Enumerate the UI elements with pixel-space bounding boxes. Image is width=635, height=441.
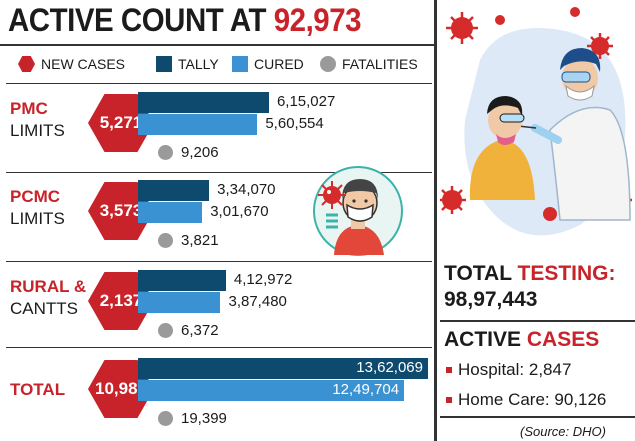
row-label-line2: LIMITS [10,121,65,140]
source-divider [440,416,635,418]
bullet-icon [446,367,452,373]
value-label-cured: 3,01,670 [210,203,269,220]
fatalities-value: 9,206 [181,144,219,161]
fatalities-item: 6,372 [158,322,219,339]
row-divider [6,347,432,348]
row-divider [6,172,432,173]
swab-test-illustration-icon [440,0,635,258]
fatalities-item: 3,821 [158,232,219,249]
row-label-line1: PCMC [10,187,61,206]
active-cases-title: ACTIVE CASES [444,328,600,351]
circle-icon [158,145,173,160]
active-cases-home-care: Home Care: 90,126 [446,390,606,410]
value-label-tally: 6,15,027 [276,93,336,110]
side-divider [440,320,635,322]
row-label-line2: LIMITS [10,209,65,228]
bar-cured [138,202,203,223]
value-label-cured: 12,49,704 [332,381,400,398]
fatalities-value: 3,821 [181,232,219,249]
testing-title: TOTAL TESTING: [444,262,616,285]
legend-item-cured: CURED [232,56,304,72]
legend-item-fatalities: FATALITIES [320,56,418,72]
column-divider [434,0,437,441]
bar-tally [138,180,210,201]
active-cases-hospital: Hospital: 2,847 [446,360,571,380]
bar-tally [138,358,428,379]
row-label-line2: CANTTS [10,299,78,318]
circle-icon [158,411,173,426]
row-divider [6,261,432,262]
testing-value: 98,97,443 [444,288,538,311]
fatalities-value: 19,399 [181,410,227,427]
title-divider [0,44,436,46]
fatalities-item: 19,399 [158,410,227,427]
bar-tally [138,270,226,291]
row-label: RURAL & CANTTS [10,276,86,320]
bullet-icon [446,397,452,403]
bar-cured [138,292,221,313]
square-icon [232,56,248,72]
value-label-tally: 3,34,070 [217,181,276,198]
row-label-line1: PMC [10,99,48,118]
legend-divider [6,83,432,84]
legend-item-tally: TALLY [156,56,219,72]
hexagon-icon [18,56,35,72]
masked-person-icon [313,166,403,256]
row-label: PMC LIMITS [10,98,65,142]
value-label-cured: 5,60,554 [265,115,324,132]
chart-title: ACTIVE COUNT AT 92,973 [8,2,362,38]
value-label-tally: 4,12,972 [233,271,293,288]
row-label-line1: TOTAL [10,380,66,399]
square-icon [156,56,172,72]
row-label: PCMC LIMITS [10,186,65,230]
row-label-line1: RURAL & [10,277,87,296]
source-note: (Source: DHO) [520,424,606,439]
circle-icon [320,56,336,72]
value-label-tally: 13,62,069 [356,359,423,376]
bar-tally [138,92,269,113]
fatalities-value: 6,372 [181,322,219,339]
row-label: TOTAL [10,379,65,401]
circle-icon [158,323,173,338]
bar-cured [138,114,258,135]
value-label-cured: 3,87,480 [228,293,287,310]
circle-icon [158,233,173,248]
legend-item-new-cases: NEW CASES [18,56,125,72]
bar-cured [138,380,405,401]
fatalities-item: 9,206 [158,144,219,161]
